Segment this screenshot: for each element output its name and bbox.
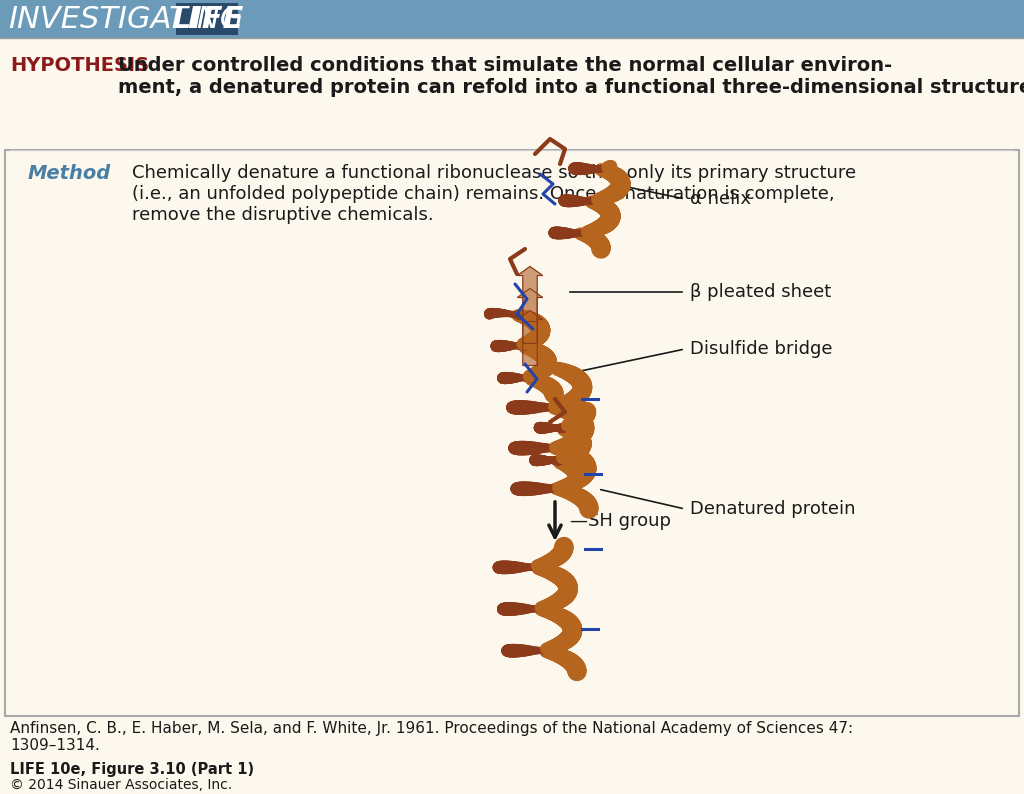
Polygon shape [517,288,543,344]
Text: Disulfide bridge: Disulfide bridge [690,340,833,358]
Polygon shape [517,267,543,322]
Text: Denatured protein: Denatured protein [690,500,855,518]
Text: Chemically denature a functional ribonuclease so that only its primary structure: Chemically denature a functional ribonuc… [132,164,856,224]
Polygon shape [517,310,543,365]
Text: INVESTIGATING: INVESTIGATING [8,5,244,33]
Text: Method: Method [28,164,112,183]
Text: Under controlled conditions that simulate the normal cellular environ-
ment, a d: Under controlled conditions that simulat… [118,56,1024,97]
FancyBboxPatch shape [0,0,1024,38]
FancyBboxPatch shape [176,3,238,35]
Text: β pleated sheet: β pleated sheet [690,283,831,301]
Text: Anfinsen, C. B., E. Haber, M. Sela, and F. White, Jr. 1961. Proceedings of the N: Anfinsen, C. B., E. Haber, M. Sela, and … [10,721,853,754]
Text: —SH group: —SH group [570,512,671,530]
Text: © 2014 Sinauer Associates, Inc.: © 2014 Sinauer Associates, Inc. [10,778,232,792]
Text: HYPOTHESIS: HYPOTHESIS [10,56,150,75]
Text: α helix: α helix [690,190,751,208]
Text: LIFE: LIFE [172,5,245,33]
Text: LIFE 10e, Figure 3.10 (Part 1): LIFE 10e, Figure 3.10 (Part 1) [10,762,254,777]
